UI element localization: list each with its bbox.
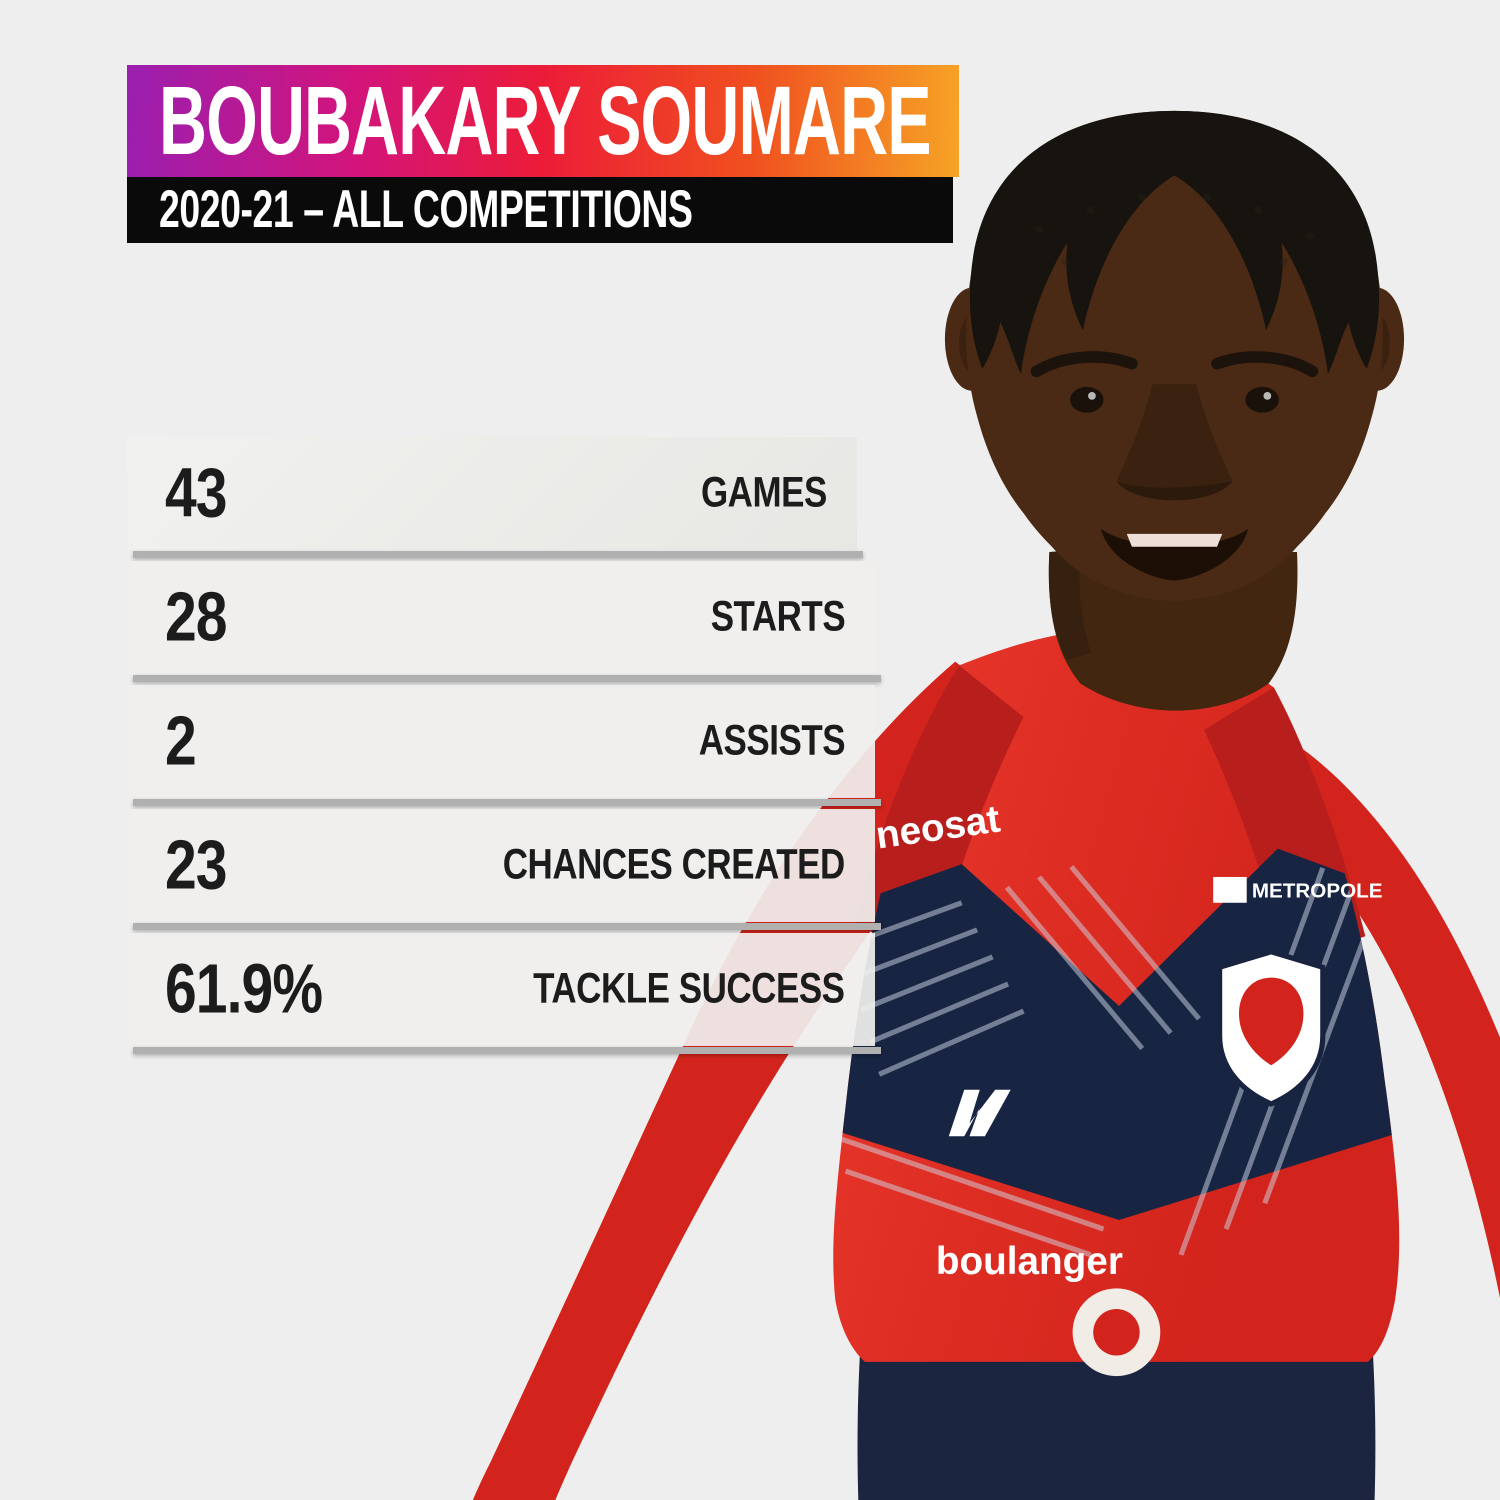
svg-text:boulanger: boulanger (936, 1240, 1123, 1283)
svg-text:METROPOLE: METROPOLE (1252, 880, 1383, 903)
